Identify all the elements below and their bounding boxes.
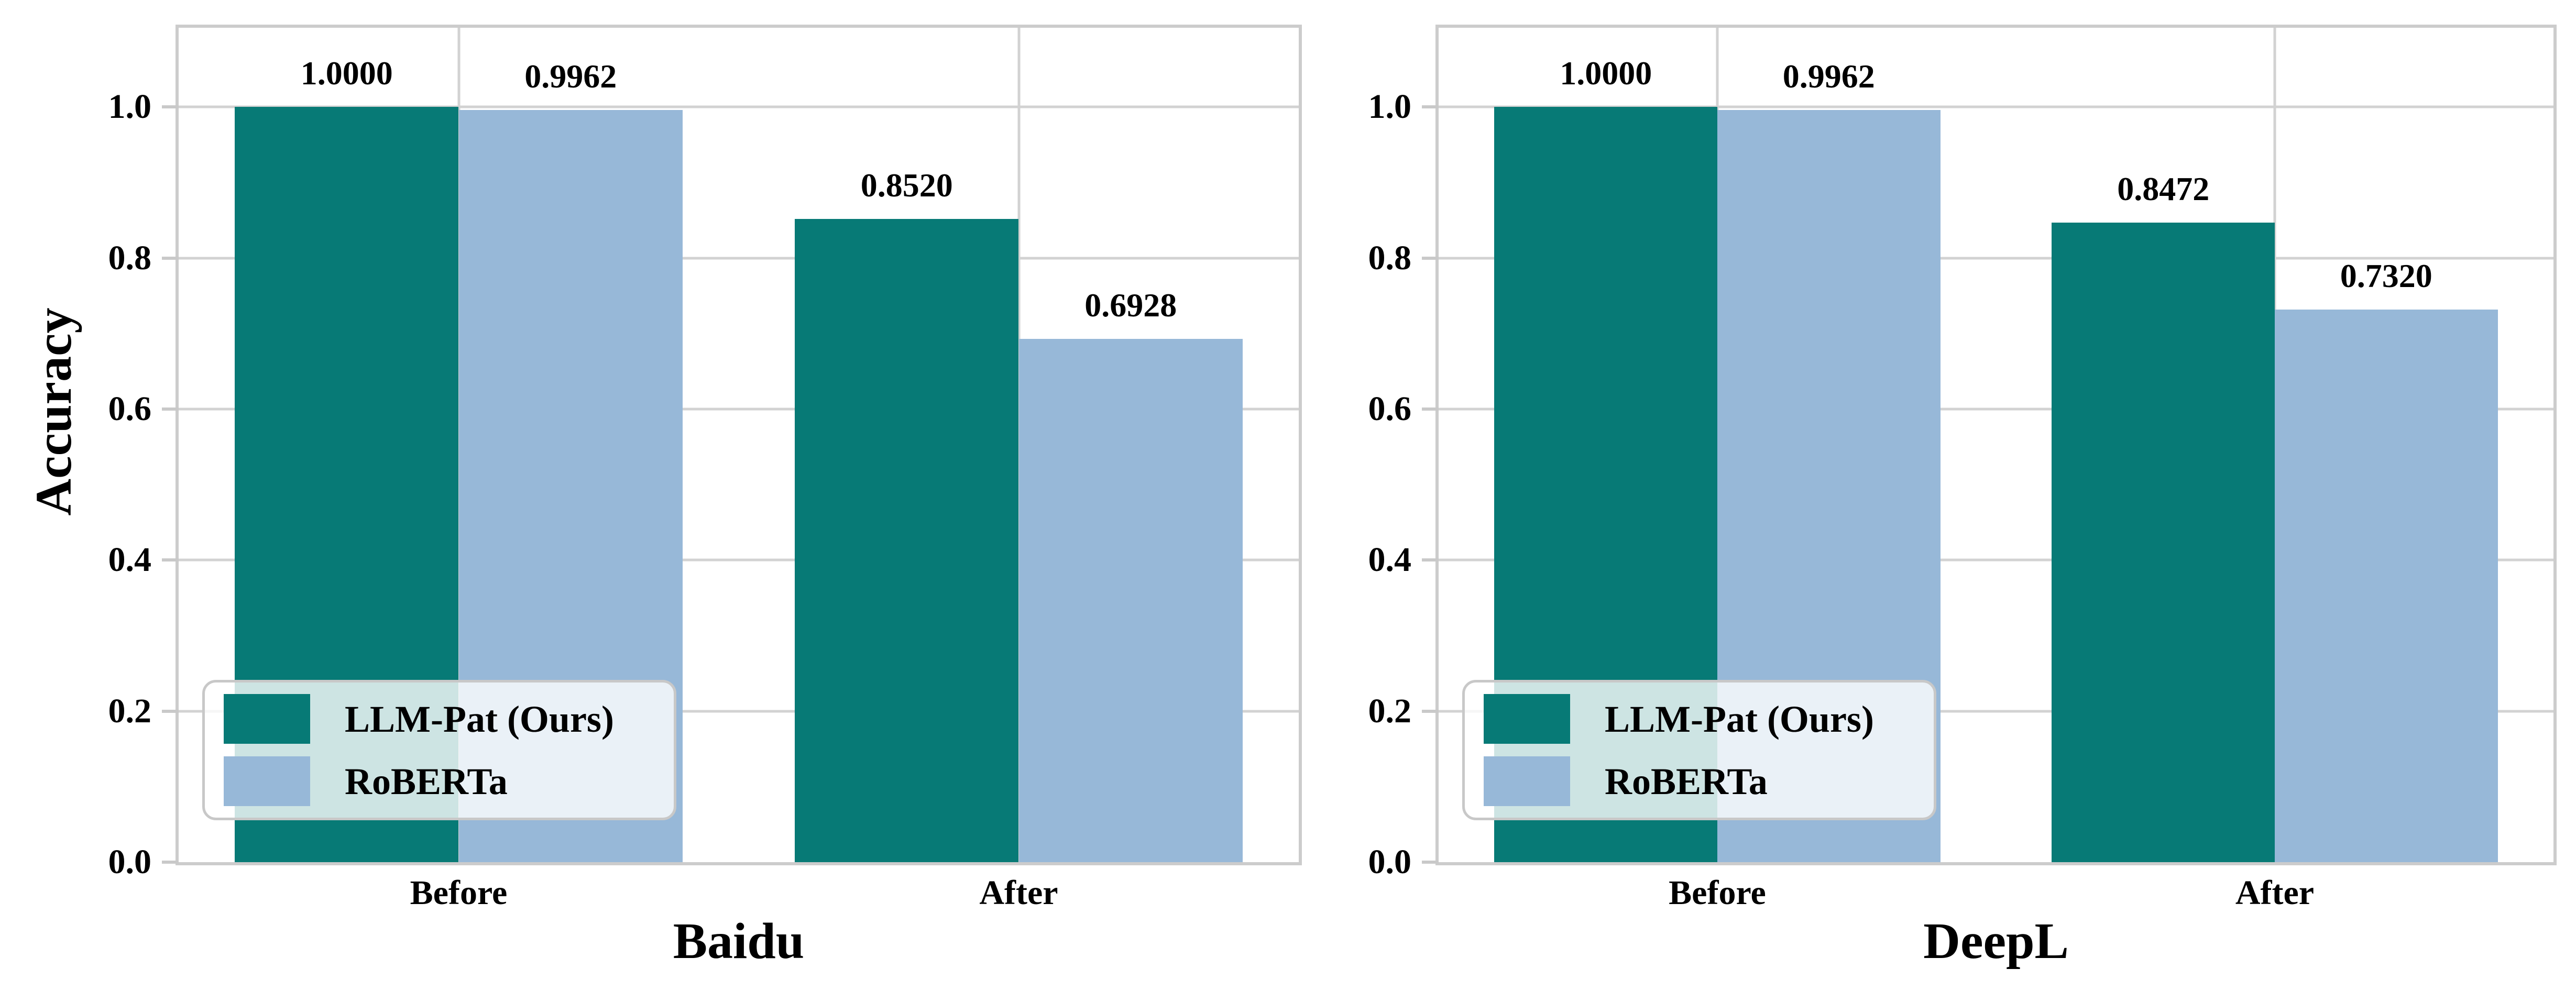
bar-value-label: 1.0000	[1560, 54, 1652, 92]
y-tick-mark	[162, 558, 179, 562]
bar-value-label: 0.7320	[2340, 257, 2432, 294]
y-tick-label: 0.8	[108, 238, 152, 277]
bar-value-label: 0.8520	[860, 166, 953, 204]
y-tick-label: 1.0	[1368, 87, 1412, 126]
legend-swatch-teal	[224, 694, 310, 744]
h-gridline	[179, 710, 1299, 713]
x-tick-label-after: After	[2235, 874, 2315, 912]
h-gridline	[1439, 105, 2553, 108]
y-tick-label: 0.8	[1368, 238, 1412, 277]
h-gridline	[1439, 257, 2553, 260]
y-tick-label: 0.0	[1368, 843, 1412, 881]
y-tick-mark	[1422, 861, 1439, 864]
bar-deepl-after-roberta	[2275, 309, 2498, 862]
legend-label: RoBERTa	[1605, 760, 1768, 802]
h-gridline	[1439, 558, 2553, 561]
y-tick-mark	[162, 861, 179, 864]
y-tick-label: 0.4	[1368, 541, 1412, 579]
y-tick-label: 0.6	[108, 390, 152, 428]
y-axis-label: Accuracy	[26, 307, 82, 516]
h-gridline	[179, 105, 1299, 108]
h-gridline	[1439, 710, 2553, 713]
legend-entry-roberta: RoBERTa	[224, 756, 674, 806]
y-tick-label: 0.0	[108, 843, 152, 881]
y-tick-label: 0.2	[108, 691, 152, 730]
legend-label: RoBERTa	[345, 760, 508, 802]
bar-baidu-after-roberta	[1018, 339, 1243, 862]
bar-value-label: 0.9962	[524, 57, 617, 95]
x-tick-label-after: After	[979, 874, 1058, 912]
y-tick-mark	[162, 709, 179, 713]
y-tick-label: 0.2	[1368, 691, 1412, 730]
h-gridline	[179, 558, 1299, 561]
axes-baidu: 1.0000 0.9962 0.8520 0.6928 0.0 0.2 0.4 0.6 0.8 1…	[26, 25, 1302, 967]
legend: LLM-Pat (Ours) RoBERTa	[1462, 680, 1936, 820]
bar-deepl-after-llm-pat-ours	[2052, 222, 2275, 862]
y-tick-mark	[1422, 408, 1439, 411]
bar-baidu-after-llm-pat-ours	[794, 218, 1019, 862]
legend-swatch-blue	[1484, 756, 1570, 806]
y-tick-mark	[162, 256, 179, 260]
y-tick-mark	[1422, 709, 1439, 713]
bar-value-label: 0.8472	[2117, 170, 2210, 207]
x-tick-label-before: Before	[410, 874, 508, 912]
x-tick-label-before: Before	[1669, 874, 1766, 912]
h-gridline	[1439, 408, 2553, 411]
bar-value-label: 0.6928	[1084, 287, 1177, 324]
y-tick-label: 0.4	[108, 541, 152, 579]
y-tick-mark	[162, 408, 179, 411]
y-tick-mark	[1422, 105, 1439, 109]
y-tick-label: 0.6	[1368, 390, 1412, 428]
bar-value-label: 0.9962	[1782, 57, 1875, 95]
legend-entry-llm-pat-ours: LLM-Pat (Ours)	[1484, 694, 1934, 744]
y-tick-mark	[1422, 558, 1439, 562]
legend: LLM-Pat (Ours) RoBERTa	[202, 680, 676, 820]
y-tick-label: 1.0	[108, 87, 152, 126]
legend-label: LLM-Pat (Ours)	[1605, 698, 1874, 740]
bar-value-label: 1.0000	[300, 54, 393, 92]
axes-deepl: 1.0000 0.9962 0.8472 0.7320 0.0 0.2 0.4 0.6 0.8 1…	[1368, 25, 2557, 967]
legend-swatch-teal	[1484, 694, 1570, 744]
legend-entry-llm-pat-ours: LLM-Pat (Ours)	[224, 694, 674, 744]
y-tick-mark	[1422, 256, 1439, 260]
legend-swatch-blue	[224, 756, 310, 806]
legend-label: LLM-Pat (Ours)	[345, 698, 614, 740]
axes-title-deepl: DeepL	[1923, 913, 2069, 970]
h-gridline	[179, 257, 1299, 260]
y-tick-mark	[162, 105, 179, 109]
h-gridline	[179, 408, 1299, 411]
legend-entry-roberta: RoBERTa	[1484, 756, 1934, 806]
axes-title-baidu: Baidu	[673, 913, 805, 970]
